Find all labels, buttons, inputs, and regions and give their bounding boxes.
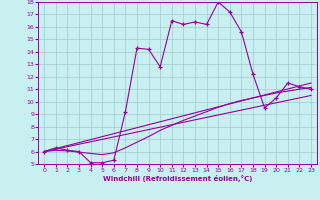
X-axis label: Windchill (Refroidissement éolien,°C): Windchill (Refroidissement éolien,°C) bbox=[103, 175, 252, 182]
